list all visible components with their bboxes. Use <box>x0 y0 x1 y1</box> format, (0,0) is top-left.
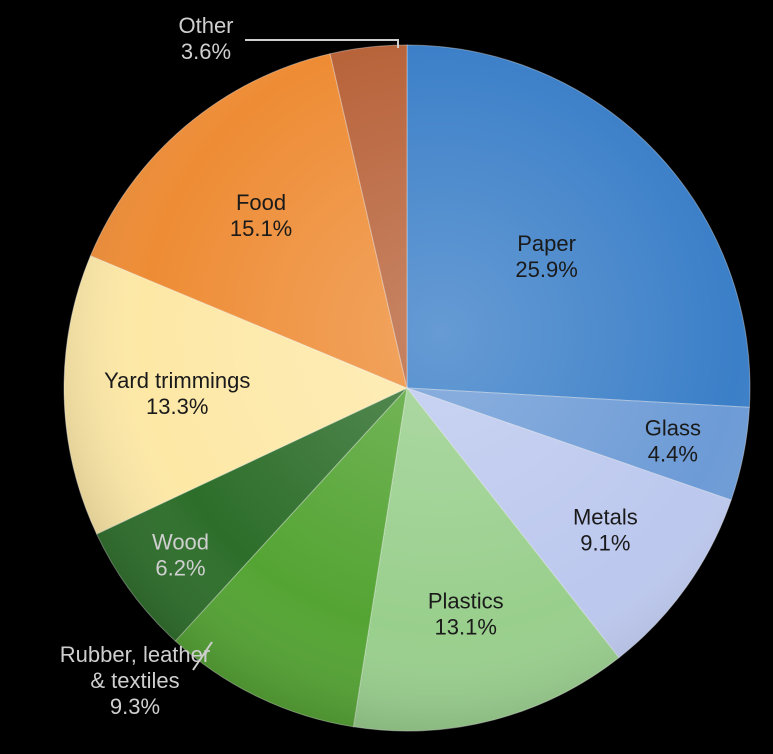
label-value-metals: 9.1% <box>580 530 630 555</box>
label-plastics: Plastics 13.1% <box>428 589 504 640</box>
label-food: Food 15.1% <box>230 190 292 241</box>
label-value-other: 3.6% <box>181 39 231 64</box>
label-metals: Metals 9.1% <box>573 504 638 555</box>
label-value-plastics: 13.1% <box>435 615 497 640</box>
label-name-metals: Metals <box>573 504 638 529</box>
label-glass: Glass 4.4% <box>645 415 701 466</box>
slice-paper <box>406 44 751 408</box>
label-wood: Wood 6.2% <box>152 530 209 581</box>
label-name-food: Food <box>236 190 286 215</box>
label-rubber-leather-textiles: Rubber, leather & textiles 9.3% <box>60 642 210 719</box>
label-name-paper: Paper <box>517 231 576 256</box>
label-other: Other 3.6% <box>178 13 233 64</box>
label-yard-trimmings: Yard trimmings 13.3% <box>104 368 250 419</box>
label-name-rubber-leather-textiles: & textiles <box>90 668 179 693</box>
leader-lines <box>192 39 399 671</box>
leader-line-rubber-leather-textiles <box>192 641 213 671</box>
label-value-rubber-leather-textiles: 9.3% <box>110 694 160 719</box>
label-name-plastics: Plastics <box>428 589 504 614</box>
label-value-glass: 4.4% <box>648 441 698 466</box>
label-value-food: 15.1% <box>230 216 292 241</box>
label-paper: Paper 25.9% <box>515 231 577 282</box>
label-name-other: Other <box>178 13 233 38</box>
label-name-yard-trimmings: Yard trimmings <box>104 368 250 393</box>
label-value-paper: 25.9% <box>515 257 577 282</box>
label-name-wood: Wood <box>152 530 209 555</box>
label-name-glass: Glass <box>645 415 701 440</box>
label-value-wood: 6.2% <box>155 556 205 581</box>
label-name-rubber-leather-textiles: Rubber, leather <box>60 642 210 667</box>
slice-labels: Paper 25.9%Glass 4.4%Metals 9.1%Plastics 13.… <box>60 13 701 719</box>
label-value-yard-trimmings: 13.3% <box>146 394 208 419</box>
leader-line-other <box>245 39 399 48</box>
